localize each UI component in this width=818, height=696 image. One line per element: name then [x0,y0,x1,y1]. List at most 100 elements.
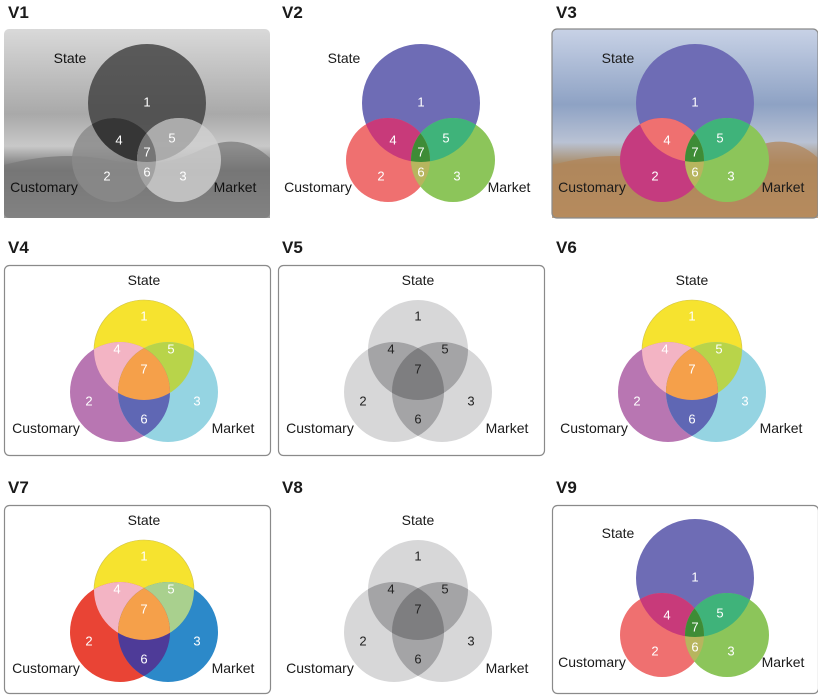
region-6-number: 6 [688,411,695,426]
state-set-label: State [602,525,635,541]
region-6-number: 6 [140,651,147,666]
region-1-number: 1 [414,308,421,323]
state-market-overlap [685,118,754,162]
panel-v7: V7 State Customary Market 1 2 3 4 5 6 7 [3,478,272,695]
panel-title: V4 [8,238,29,257]
region-6-number: 6 [140,411,147,426]
state-market-overlap [137,118,206,162]
region-4-number: 4 [661,341,668,356]
market-set-label: Market [488,179,531,195]
state-set-label: State [328,50,361,66]
region-7-number: 7 [417,144,424,159]
panel-title: V7 [8,478,29,497]
customary-set-label: Customary [286,660,354,676]
panel-v8: V8 State Customary Market 1 2 3 4 5 6 7 [282,478,528,682]
region-2-number: 2 [359,393,366,408]
state-customary-overlap [636,593,704,637]
panel-title: V5 [282,238,303,257]
region-5-number: 5 [441,341,448,356]
region-2-number: 2 [651,168,658,183]
region-3-number: 3 [467,633,474,648]
panel-frame [551,504,818,695]
state-set-label: State [602,50,635,66]
state-set-label: State [402,512,435,528]
panel-v5: V5 State Customary Market 1 2 3 4 5 6 7 [277,238,546,457]
region-5-number: 5 [441,581,448,596]
region-6-number: 6 [414,651,421,666]
panel-frame [3,264,272,457]
region-6-number: 6 [143,164,150,179]
panel-v1: V1 State Customary Market 1 2 3 4 5 6 7 [4,3,270,218]
panel-title: V9 [556,478,577,497]
region-1-number: 1 [417,94,424,109]
region-5-number: 5 [168,130,175,145]
region-7-number: 7 [691,144,698,159]
panel-v6: V6 State Customary Market 1 2 3 4 5 6 7 [556,238,802,442]
market-set-label: Market [212,420,255,436]
region-7-number: 7 [688,361,695,376]
region-4-number: 4 [387,581,394,596]
customary-set-label: Customary [10,179,78,195]
region-1-number: 1 [140,548,147,563]
region-1-number: 1 [414,548,421,563]
customary-set-label: Customary [284,179,352,195]
region-7-number: 7 [140,601,147,616]
region-3-number: 3 [193,633,200,648]
panel-v3: V3 State Customary Market 1 2 3 4 5 6 7 [551,3,818,219]
region-2-number: 2 [103,168,110,183]
region-7-number: 7 [691,619,698,634]
panel-frame [277,264,546,457]
region-2-number: 2 [633,393,640,408]
state-market-overlap [685,593,754,637]
market-set-label: Market [214,179,257,195]
state-customary-overlap [636,118,704,162]
region-1-number: 1 [688,308,695,323]
region-4-number: 4 [113,341,120,356]
region-2-number: 2 [85,393,92,408]
region-6-number: 6 [414,411,421,426]
region-4-number: 4 [389,132,396,147]
panel-title: V8 [282,478,303,497]
market-set-label: Market [760,420,803,436]
region-2-number: 2 [85,633,92,648]
market-set-label: Market [486,420,529,436]
region-2-number: 2 [359,633,366,648]
panel-v2: V2 State Customary Market 1 2 3 4 5 6 7 [282,3,530,202]
region-5-number: 5 [716,605,723,620]
market-set-label: Market [212,660,255,676]
state-set-label: State [54,50,87,66]
region-3-number: 3 [467,393,474,408]
region-7-number: 7 [414,601,421,616]
region-3-number: 3 [179,168,186,183]
region-7-number: 7 [143,144,150,159]
market-set-label: Market [762,654,805,670]
panel-frame [551,28,818,219]
panel-v4: V4 State Customary Market 1 2 3 4 5 6 7 [3,238,272,457]
state-market-overlap [411,118,480,162]
panel-title: V3 [556,3,577,22]
region-2-number: 2 [651,643,658,658]
region-4-number: 4 [663,132,670,147]
region-1-number: 1 [143,94,150,109]
region-1-number: 1 [691,94,698,109]
region-6-number: 6 [417,164,424,179]
panel-v9: V9 State Customary Market 1 2 3 4 5 6 7 [551,478,818,695]
customary-set-label: Customary [558,179,626,195]
state-set-label: State [402,272,435,288]
region-5-number: 5 [716,130,723,145]
customary-set-label: Customary [558,654,626,670]
customary-set-label: Customary [560,420,628,436]
state-set-label: State [128,272,161,288]
region-4-number: 4 [113,581,120,596]
region-4-number: 4 [115,132,122,147]
region-7-number: 7 [140,361,147,376]
panel-title: V1 [8,3,29,22]
market-set-label: Market [762,179,805,195]
customary-set-label: Customary [286,420,354,436]
region-1-number: 1 [140,308,147,323]
region-3-number: 3 [741,393,748,408]
region-1-number: 1 [691,569,698,584]
panel-frame [3,504,272,695]
region-3-number: 3 [727,168,734,183]
customary-set-label: Customary [12,420,80,436]
